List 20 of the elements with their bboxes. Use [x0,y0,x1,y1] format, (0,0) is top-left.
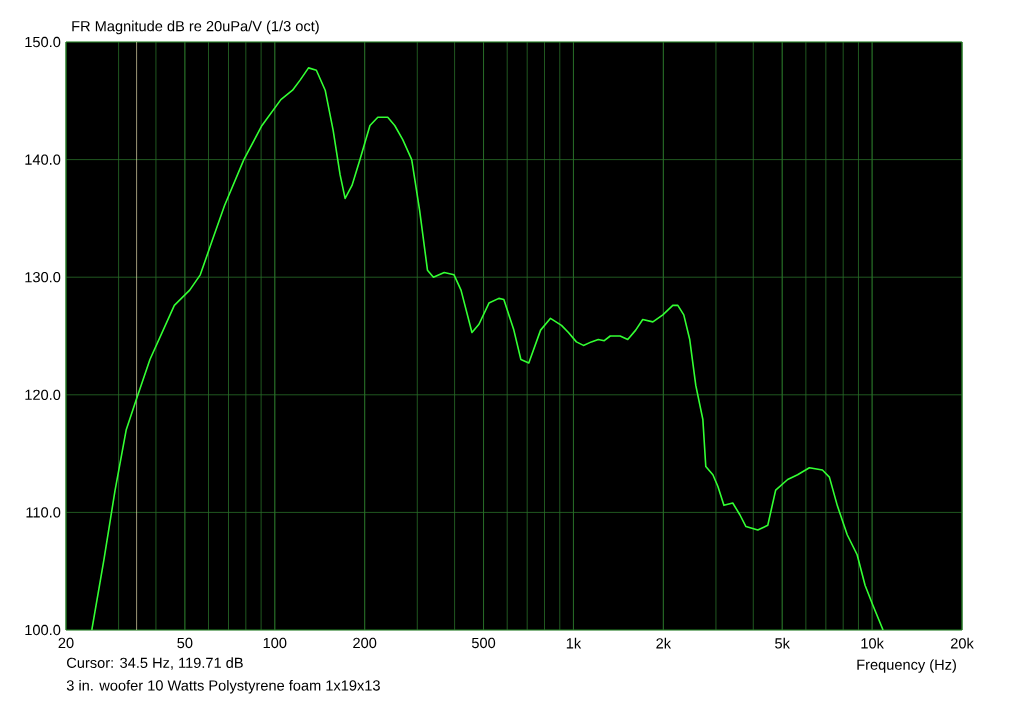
x-tick-label: 2k [656,637,672,649]
text: 3 in. woofer 10 Watts Polystyrene foam 1x19x13 [66,679,380,694]
x-tick-label: 5k [775,637,790,649]
y-tick-label: 130.0 [25,272,61,283]
x-tick-label: 200 [353,637,377,649]
x-tick-label: 500 [471,637,496,649]
x-tick-label: 1k [566,637,582,649]
x-tick-label: 10k [861,637,884,649]
x-axis-title: Frequency (Hz) [857,659,956,673]
chart-title: FR Magnitude dB re 20uPa/V (1/3 oct) [72,20,319,35]
x-tick-label: 20 [58,637,74,649]
x-tick-label: 100 [263,637,287,649]
y-tick-label: 150.0 [25,36,61,48]
y-tick-label: 140.0 [25,154,61,165]
y-tick-label: 120.0 [25,389,61,400]
y-tick-label: 110.0 [26,507,61,518]
y-tick-label: 100.0 [25,624,61,636]
x-tick-label: 50 [177,637,193,649]
text: Cursor: 34.5 Hz, 119.71 dB [67,657,243,670]
x-tick-label: 20k [950,637,974,649]
